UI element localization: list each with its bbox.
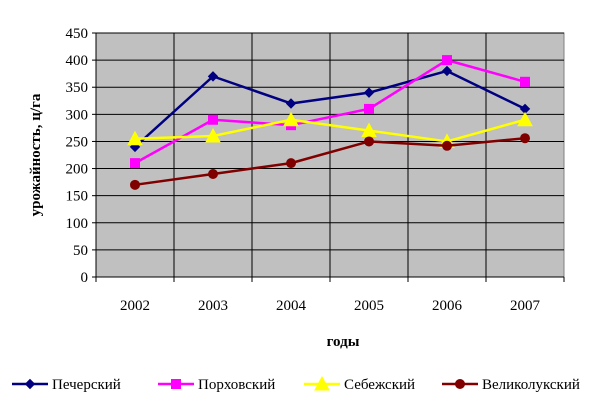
data-point xyxy=(130,158,140,169)
data-point xyxy=(520,76,530,87)
x-tick-label: 2007 xyxy=(510,298,541,314)
y-tick-label: 450 xyxy=(66,26,89,42)
data-point xyxy=(517,111,533,127)
legend-label: Печерский xyxy=(52,377,121,393)
axes xyxy=(92,32,565,282)
x-tick-label: 2004 xyxy=(276,298,307,314)
legend-label: Себежский xyxy=(344,377,415,393)
y-tick-label: 0 xyxy=(81,270,89,286)
y-tick-label: 100 xyxy=(66,216,89,232)
series-group xyxy=(127,55,533,190)
x-tick-labels: 2002 2003 2004 2005 2006 2007 xyxy=(120,298,541,314)
y-tick-labels: 0 50 100 150 200 250 300 350 400 450 xyxy=(66,26,89,286)
series-line xyxy=(134,69,526,148)
legend-label: Порховский xyxy=(198,377,275,393)
data-point xyxy=(286,158,296,169)
legend-item: Себежский xyxy=(304,375,415,393)
data-point xyxy=(208,168,218,179)
series-line xyxy=(134,136,526,187)
y-tick-label: 150 xyxy=(66,189,89,205)
legend-marker xyxy=(171,379,181,389)
y-tick-label: 400 xyxy=(66,53,89,69)
y-axis-title: урожайность, ц/га xyxy=(28,93,44,216)
data-point xyxy=(283,111,299,127)
data-point xyxy=(207,71,219,82)
legend: Печерский Порховский Себежский Великолукски… xyxy=(12,375,580,393)
legend-marker xyxy=(24,378,36,390)
data-point xyxy=(127,130,143,146)
y-tick-label: 250 xyxy=(66,134,89,150)
x-tick-label: 2003 xyxy=(198,298,228,314)
y-tick-label: 300 xyxy=(66,107,89,123)
legend-item: Порховский xyxy=(158,377,275,393)
data-point xyxy=(442,55,452,66)
y-tick-label: 350 xyxy=(66,80,89,96)
series-line xyxy=(134,58,526,165)
data-point xyxy=(364,103,374,114)
data-point xyxy=(364,136,374,147)
data-point xyxy=(205,127,221,143)
data-point xyxy=(285,98,297,109)
data-point xyxy=(363,87,375,98)
legend-item: Печерский xyxy=(12,377,121,393)
data-point xyxy=(442,140,452,151)
x-axis-title: годы xyxy=(327,334,360,350)
y-tick-label: 50 xyxy=(73,243,88,259)
y-tick-label: 200 xyxy=(66,162,89,178)
data-point xyxy=(130,179,140,190)
legend-label: Великолукский xyxy=(482,377,580,393)
series-Великолукский xyxy=(130,133,530,190)
legend-item: Великолукский xyxy=(442,377,580,393)
series-Печерский xyxy=(129,65,531,153)
x-tick-label: 2002 xyxy=(120,298,150,314)
data-point xyxy=(208,114,218,125)
legend-marker xyxy=(455,379,465,389)
series-line xyxy=(134,118,526,143)
x-tick-label: 2006 xyxy=(432,298,463,314)
data-point xyxy=(441,65,453,77)
x-tick-label: 2005 xyxy=(354,298,384,314)
data-point xyxy=(520,133,530,144)
legend-marker xyxy=(314,375,330,391)
